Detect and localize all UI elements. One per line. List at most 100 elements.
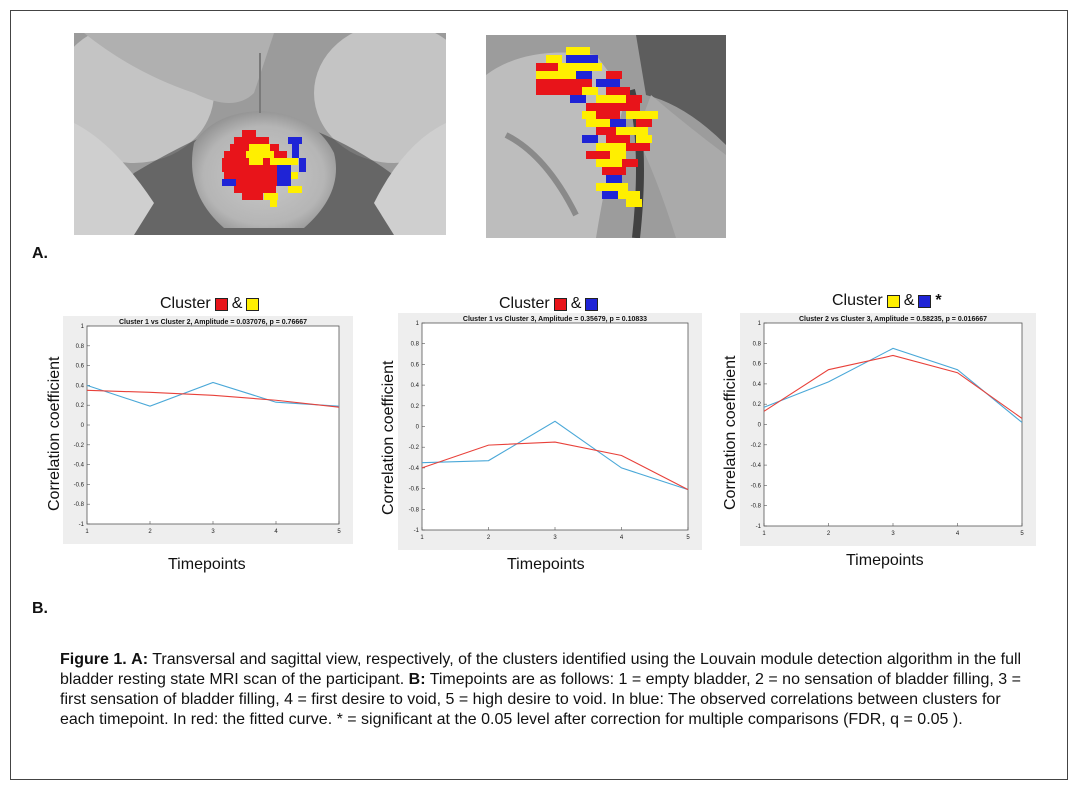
cluster-voxel [230,179,279,186]
cluster-voxel [606,175,622,183]
plot-3-xlabel: Timepoints [846,552,924,569]
x-tick-label: 4 [620,535,624,541]
cluster-voxel [626,111,658,119]
red-cluster-swatch [214,297,228,311]
cluster-voxel [602,167,626,175]
panel-b-label: B. [32,600,48,617]
cluster-voxel [636,119,652,127]
series-line [86,389,340,408]
cluster-voxel [622,159,638,167]
figure-frame [10,10,1068,780]
y-tick-label: 1 [416,321,420,327]
cluster-voxel [264,193,278,200]
cluster-voxel [610,151,626,159]
y-tick-label: -1 [756,524,762,530]
cluster-voxel [292,144,299,158]
cluster-voxel [558,63,598,71]
cluster-voxel [234,137,269,144]
cluster-voxel [596,95,628,103]
y-tick-label: -0.2 [409,445,420,451]
plot-1-xlabel: Timepoints [168,556,246,573]
y-tick-label: 0.2 [76,403,85,409]
y-tick-label: -0.6 [409,487,420,493]
cluster-voxel [586,119,610,127]
cluster-voxel [234,186,276,193]
plot-1-cluster-word: Cluster [160,295,211,312]
cluster-voxel [626,143,650,151]
cluster-voxel [536,71,584,79]
x-tick-label: 2 [487,535,491,541]
cluster-voxel [606,71,622,79]
cluster-voxel [586,63,602,71]
y-tick-label: -0.8 [751,504,762,510]
plot-2-ampersand: & [570,295,582,312]
y-tick-label: 0.8 [76,344,85,350]
cluster-voxel [636,135,652,143]
cluster-voxel [566,55,598,63]
mri-transversal-image [74,33,446,235]
y-tick-label: -0.8 [409,507,420,513]
mri-transversal-svg [74,33,446,235]
x-tick-label: 3 [553,535,557,541]
cluster-voxel [596,183,628,191]
plot-title: Cluster 1 vs Cluster 3, Amplitude = 0.35… [463,316,647,323]
cluster-voxel [270,158,291,165]
y-tick-label: 0.4 [76,383,85,389]
x-tick-label: 3 [891,531,895,537]
y-tick-label: 1 [81,324,85,330]
cluster-voxel [596,111,620,119]
plot-3: Cluster 2 vs Cluster 3, Amplitude = 0.58… [740,313,1036,546]
y-tick-label: -0.4 [409,466,420,472]
cluster-voxel [596,143,628,151]
cluster-voxel [596,159,628,167]
cluster-voxel [570,95,586,103]
plot-2-cluster-word: Cluster [499,295,550,312]
y-tick-label: 0 [81,423,85,429]
x-tick-label: 4 [274,529,278,535]
x-tick-label: 1 [762,531,766,537]
y-tick-label: -0.4 [74,463,85,469]
cluster-voxel [582,111,598,119]
x-tick-label: 5 [1020,531,1024,537]
cluster-voxel [288,137,302,144]
x-tick-label: 2 [827,531,831,537]
cluster-voxel [277,165,291,186]
cluster-voxel [249,144,270,151]
plot-1-ampersand: & [231,295,243,312]
cluster-voxel [536,79,560,87]
series-line [421,441,689,491]
cluster-voxel [626,95,642,103]
y-tick-label: 0.6 [411,362,420,368]
plot-3-svg: Cluster 2 vs Cluster 3, Amplitude = 0.58… [751,316,1025,537]
plot-1-cluster-title: Cluster & [160,295,260,313]
y-tick-label: -0.6 [751,483,762,489]
cluster-voxel [560,79,592,87]
y-tick-label: -1 [79,522,85,528]
cluster-voxel [626,199,642,207]
cluster-voxel [606,87,630,95]
y-tick-label: -1 [414,528,420,534]
cluster-voxel [299,158,306,172]
cluster-voxel [536,63,560,71]
plot-1: Cluster 1 vs Cluster 2, Amplitude = 0.03… [63,316,353,544]
caption-b-label: B: [408,671,426,688]
cluster-voxel [288,186,302,193]
cluster-voxel [246,151,274,158]
x-tick-label: 5 [337,529,341,535]
cluster-voxel [586,151,610,159]
x-tick-label: 2 [148,529,152,535]
blue-cluster-swatch [585,297,599,311]
cluster-voxel [242,130,256,137]
y-tick-label: -0.2 [74,443,85,449]
caption-figure-label: Figure 1. [60,651,127,668]
cluster-voxel [222,179,236,186]
cluster-voxel [586,103,618,111]
plot-2-ylabel: Correlation coefficient [380,360,397,515]
plot-axes-box [421,322,689,531]
mri-sagittal-svg [486,35,726,238]
plot-1-ylabel: Correlation coefficient [46,356,63,511]
plot-2-xlabel: Timepoints [507,556,585,573]
cluster-voxel [596,79,620,87]
yellow-cluster-swatch [246,297,260,311]
cluster-voxel [536,87,584,95]
